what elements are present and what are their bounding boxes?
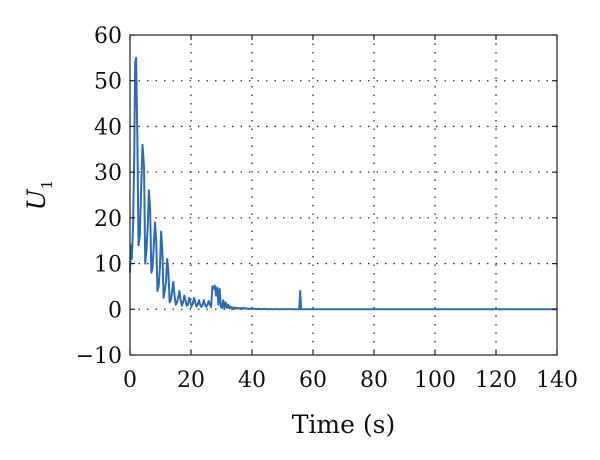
y-tick-label: 60 — [94, 24, 122, 49]
y-axis-title: U1 — [22, 180, 56, 211]
y-tick-label: 30 — [94, 161, 122, 186]
x-tick-label: 80 — [360, 368, 388, 393]
x-tick-label: 0 — [123, 368, 137, 393]
x-axis-title: Time (s) — [292, 410, 395, 439]
y-tick-label: 10 — [94, 253, 122, 278]
x-tick-label: 120 — [475, 368, 517, 393]
y-tick-label: 40 — [94, 115, 122, 140]
plot-frame — [129, 34, 558, 356]
series-line-u1 — [129, 56, 557, 311]
y-tick-label: 0 — [108, 298, 122, 323]
x-tick-label: 60 — [299, 368, 327, 393]
y-tick-label: 20 — [94, 207, 122, 232]
grid-layer — [130, 35, 557, 355]
y-tick-label: 50 — [94, 70, 122, 95]
tick-layer — [129, 34, 558, 356]
y-axis-title-subscript: 1 — [38, 180, 56, 190]
x-tick-label: 40 — [238, 368, 266, 393]
x-tick-label: 100 — [414, 368, 456, 393]
x-tick-label: 140 — [536, 368, 578, 393]
series-layer — [129, 56, 557, 311]
y-tick-label: −10 — [76, 344, 122, 369]
y-axis-title-main: U — [22, 188, 51, 210]
x-tick-label: 20 — [177, 368, 205, 393]
